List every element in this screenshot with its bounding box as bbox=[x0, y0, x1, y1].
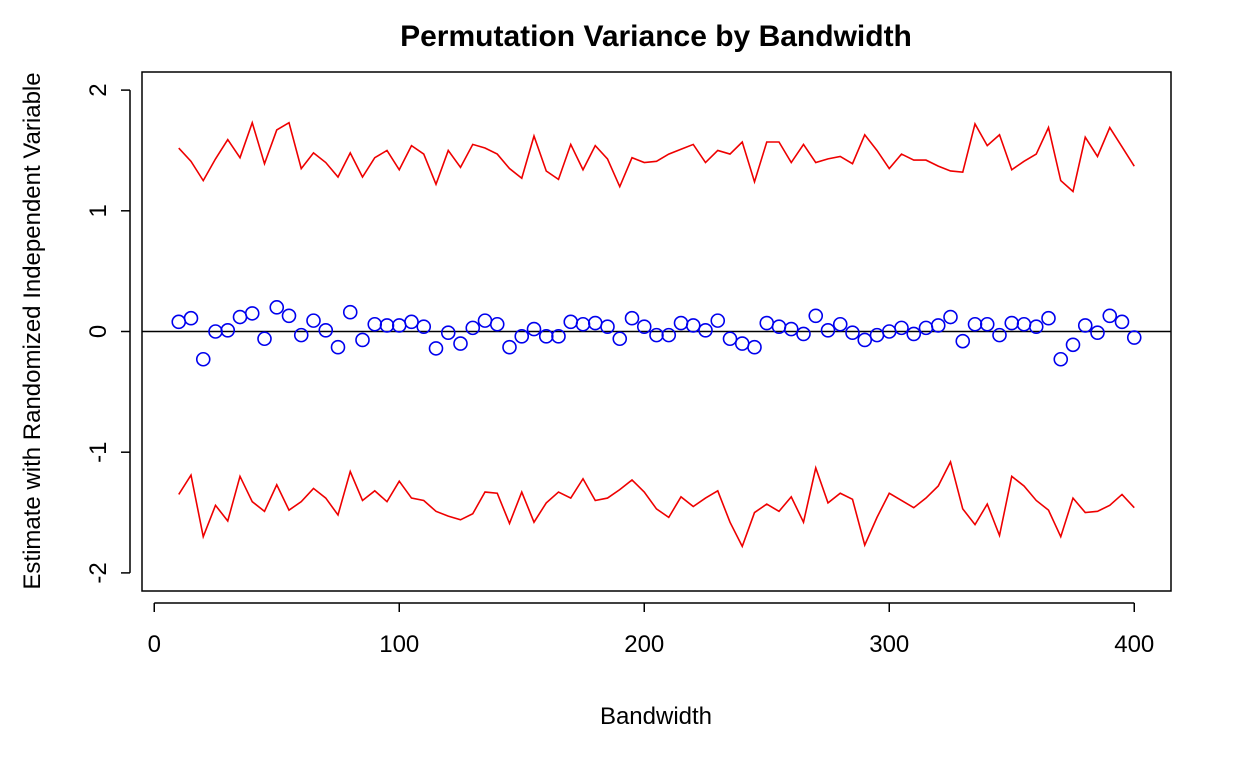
chart-title: Permutation Variance by Bandwidth bbox=[400, 20, 912, 53]
estimate-point bbox=[502, 339, 517, 355]
x-tick-label: 300 bbox=[869, 631, 909, 658]
estimate-point bbox=[367, 316, 383, 332]
estimate-point bbox=[440, 325, 456, 341]
estimate-point bbox=[820, 322, 836, 338]
y-axis-label: Estimate with Randomized Independent Var… bbox=[19, 72, 46, 589]
estimate-point bbox=[906, 326, 922, 342]
estimate-point bbox=[661, 327, 677, 343]
estimate-point bbox=[489, 316, 505, 332]
estimate-point bbox=[624, 310, 640, 326]
x-tick-label: 100 bbox=[379, 631, 419, 658]
estimate-point bbox=[563, 314, 579, 330]
estimate-points bbox=[171, 300, 1142, 367]
estimate-point bbox=[342, 304, 358, 320]
x-tick-label: 200 bbox=[624, 631, 664, 658]
estimate-point bbox=[465, 320, 481, 336]
estimate-point bbox=[955, 333, 971, 349]
estimate-point bbox=[355, 332, 370, 348]
estimate-point bbox=[551, 329, 566, 344]
estimate-point bbox=[979, 316, 995, 332]
estimate-point bbox=[171, 314, 187, 330]
estimate-point bbox=[391, 318, 407, 333]
estimate-point bbox=[930, 318, 946, 333]
upper-bound-line bbox=[178, 120, 1135, 193]
estimate-point bbox=[587, 315, 603, 331]
estimate-point bbox=[477, 313, 493, 328]
estimate-point bbox=[783, 321, 799, 337]
estimate-point bbox=[1102, 308, 1118, 324]
estimate-point bbox=[636, 319, 652, 334]
estimate-point bbox=[673, 315, 689, 331]
estimate-point bbox=[1004, 315, 1020, 331]
estimate-point bbox=[967, 316, 983, 332]
estimate-point bbox=[722, 331, 738, 347]
y-tick-label: 1 bbox=[85, 204, 112, 217]
estimate-point bbox=[293, 327, 309, 343]
estimate-point bbox=[600, 319, 615, 334]
estimate-point bbox=[612, 331, 628, 347]
estimate-point bbox=[759, 315, 775, 331]
y-tick-label: 2 bbox=[85, 83, 112, 96]
estimate-point bbox=[453, 336, 468, 351]
estimate-point bbox=[992, 327, 1007, 343]
estimate-point bbox=[220, 322, 236, 338]
estimate-point bbox=[685, 318, 701, 333]
estimate-point bbox=[1077, 318, 1093, 333]
estimate-point bbox=[416, 319, 432, 334]
estimate-point bbox=[195, 351, 211, 367]
lower-bound-line bbox=[178, 459, 1135, 549]
estimate-point bbox=[1090, 325, 1105, 341]
chart-marks bbox=[142, 120, 1171, 549]
y-tick-label: 0 bbox=[85, 325, 112, 338]
estimate-point bbox=[1016, 316, 1032, 332]
x-axis: 0 100 200 300 400 bbox=[148, 602, 1154, 658]
estimate-point bbox=[845, 325, 860, 341]
estimate-point bbox=[747, 339, 762, 355]
estimate-point bbox=[232, 309, 248, 325]
estimate-point bbox=[330, 339, 346, 355]
estimate-point bbox=[1126, 330, 1142, 345]
estimate-point bbox=[1028, 319, 1044, 334]
estimate-point bbox=[1053, 351, 1069, 367]
estimate-point bbox=[428, 341, 444, 356]
estimate-point bbox=[257, 331, 272, 347]
estimate-point bbox=[918, 320, 934, 336]
estimate-point bbox=[379, 318, 395, 333]
estimate-point bbox=[244, 306, 260, 321]
estimate-point bbox=[1065, 337, 1081, 353]
estimate-point bbox=[1041, 310, 1056, 326]
estimate-point bbox=[306, 313, 321, 328]
estimate-point bbox=[318, 322, 334, 338]
estimate-point bbox=[943, 309, 958, 325]
estimate-point bbox=[514, 329, 530, 344]
estimate-point bbox=[269, 300, 285, 315]
estimate-point bbox=[796, 326, 811, 342]
estimate-point bbox=[575, 316, 591, 332]
estimate-point bbox=[526, 321, 542, 337]
estimate-point bbox=[857, 332, 873, 348]
x-tick-label: 0 bbox=[148, 631, 161, 658]
estimate-point bbox=[832, 316, 848, 332]
estimate-point bbox=[734, 336, 750, 351]
estimate-point bbox=[183, 310, 199, 326]
estimate-point bbox=[869, 327, 885, 343]
estimate-point bbox=[649, 327, 664, 343]
estimate-point bbox=[404, 314, 419, 330]
estimate-point bbox=[710, 313, 726, 328]
estimate-point bbox=[894, 320, 909, 336]
estimate-point bbox=[1114, 314, 1130, 330]
y-tick-label: -1 bbox=[85, 442, 112, 463]
estimate-point bbox=[281, 308, 297, 324]
x-tick-label: 400 bbox=[1114, 631, 1154, 658]
estimate-point bbox=[808, 308, 824, 324]
x-axis-label: Bandwidth bbox=[600, 703, 712, 730]
estimate-point bbox=[698, 322, 713, 338]
y-tick-label: -2 bbox=[85, 562, 112, 583]
y-axis: -2 -1 0 1 2 bbox=[85, 83, 131, 584]
